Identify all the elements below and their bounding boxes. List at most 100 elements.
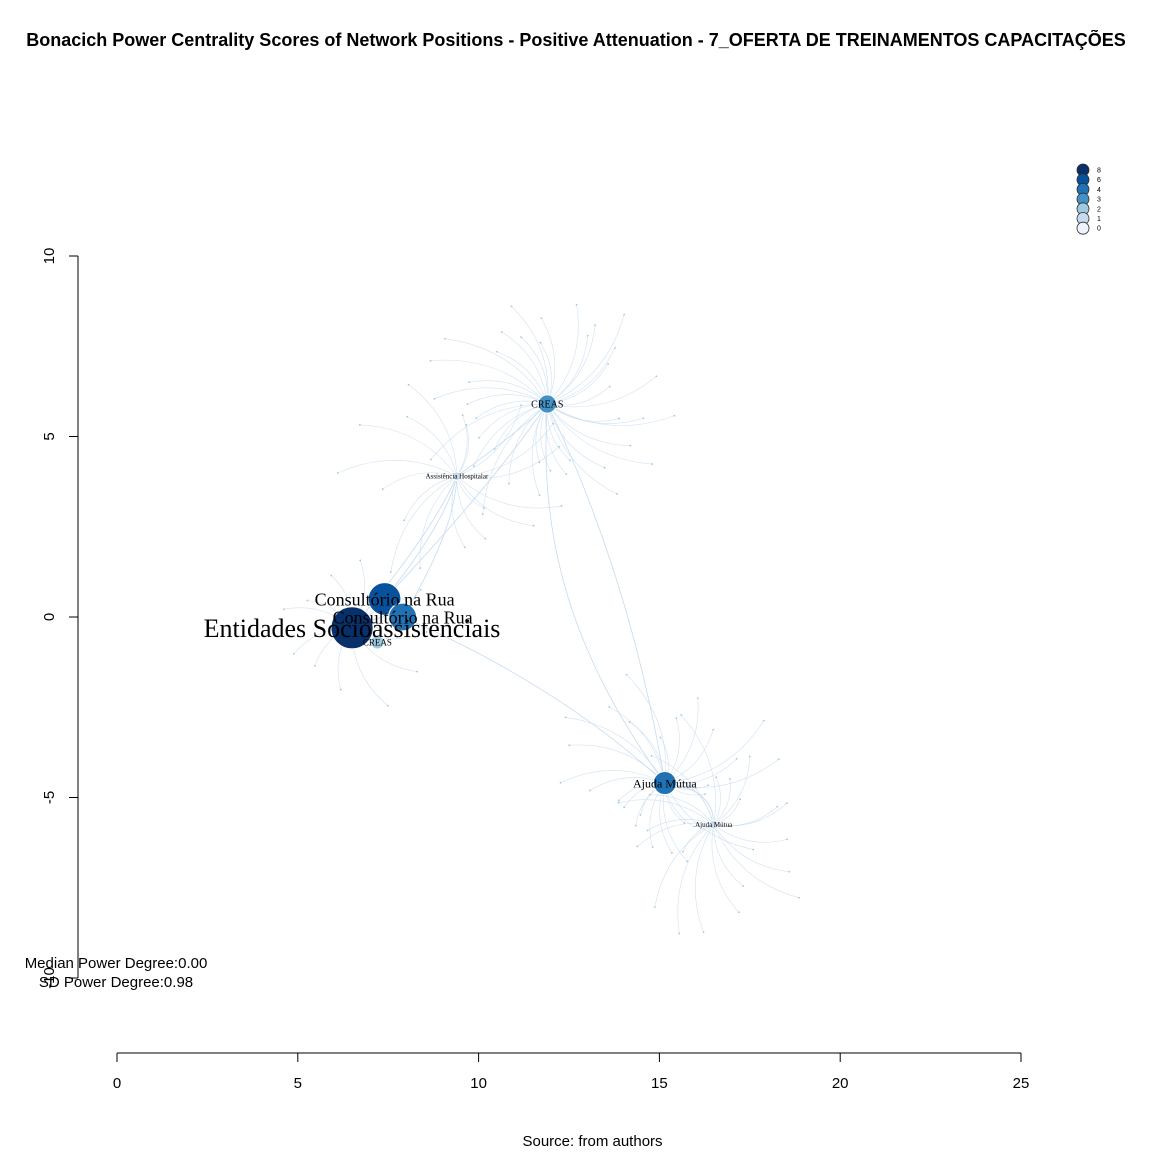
x-tick-label: 5 [294,1075,302,1092]
spoke-edge-2 [547,403,631,446]
spoke-edge-77 [664,698,699,784]
peripheral-node [617,801,620,804]
peripheral-node [675,717,678,720]
spoke-edge-86 [711,824,739,913]
peripheral-node [292,652,295,655]
peripheral-node [614,347,616,349]
network-node [652,770,678,796]
peripheral-node [735,757,738,760]
labels-layer: Entidades SocioassistenciaisConsultório … [204,400,733,830]
spoke-edge-48 [359,424,458,477]
peripheral-node [655,375,658,378]
peripheral-node [762,719,765,722]
peripheral-node [389,571,392,574]
peripheral-node [707,784,709,787]
node-label: Ajuda Mútua [633,776,697,790]
peripheral-node [594,324,596,327]
legend: 8 6 4 3 2 1 0 [1076,163,1101,235]
spoke-edge-14 [473,403,548,467]
spoke-edge-5 [547,403,617,495]
spoke-edge-33 [547,347,616,405]
peripheral-node [564,716,567,719]
peripheral-node [407,383,410,386]
hub-edge-5 [402,476,458,618]
peripheral-node [466,403,469,406]
peripheral-node [798,896,800,899]
peripheral-node [642,417,645,420]
peripheral-node [625,673,628,676]
spoke-edge-37 [547,403,675,426]
peripheral-node [651,463,654,465]
peripheral-node [538,494,541,497]
spoke-edge-29 [547,304,579,405]
spoke-edge-32 [547,314,625,405]
median-power-degree: Median Power Degree:0.00 [24,955,208,972]
peripheral-node [540,317,543,320]
peripheral-node [493,447,496,450]
peripheral-node [508,482,510,485]
legend-label: 4 [1097,187,1101,194]
peripheral-node [419,567,422,570]
node-label: CREAS [363,637,392,647]
y-tick-label: -10 [41,967,58,989]
peripheral-node [510,305,513,308]
peripheral-node [468,381,470,384]
peripheral-node [673,414,676,417]
peripheral-node [636,845,639,848]
peripheral-node [702,931,705,934]
peripheral-node [788,870,791,873]
peripheral-node [704,793,707,795]
peripheral-node [575,303,578,306]
spoke-edge-41 [456,476,486,539]
peripheral-node [729,778,731,780]
network-node [451,471,462,482]
peripheral-node [629,444,632,447]
peripheral-node [634,824,637,827]
peripheral-node [659,736,662,739]
spoke-edge-84 [713,824,800,898]
spoke-edge-39 [456,476,534,526]
peripheral-node [748,755,751,758]
x-tick-label: 25 [1013,1075,1030,1092]
spoke-edge-88 [677,824,714,934]
peripheral-node [500,331,503,333]
peripheral-node [306,599,309,602]
x-tick-label: 10 [470,1075,487,1092]
node-label: Consultório na Rua [333,607,473,627]
peripheral-node [478,436,481,439]
network-node [708,819,719,830]
spoke-edge-92 [647,819,714,831]
node-label: Ajuda Mútua [695,821,733,829]
peripheral-node [520,336,523,339]
spoke-edge-11 [482,403,548,515]
peripheral-node [608,385,611,388]
peripheral-node [416,670,418,673]
peripheral-node [552,422,554,425]
spoke-edge-82 [713,824,788,843]
legend-label: 3 [1097,197,1101,204]
peripheral-node [777,758,780,761]
hub-edge-4 [384,476,458,600]
peripheral-node [406,415,409,418]
spoke-edge-71 [565,717,666,784]
spoke-edge-30 [547,335,589,405]
bridge-edge [545,403,666,784]
peripheral-node [608,705,611,708]
spoke-edge-21 [430,359,548,405]
x-tick-label: 15 [651,1075,668,1092]
edges-layer [283,304,800,934]
spoke-edge-55 [456,446,560,479]
spoke-edge-100 [713,756,751,825]
peripheral-node [495,350,498,353]
hub-edge-7 [384,403,548,600]
node-label: Assistência Hospitalar [426,473,489,481]
peripheral-node [678,932,681,935]
x-tick-label: 20 [832,1075,849,1092]
y-tick-label: -5 [41,791,58,804]
legend-label: 2 [1097,206,1101,213]
peripheral-node [680,714,683,716]
legend-label: 6 [1097,177,1101,184]
peripheral-node [569,459,571,462]
peripheral-node [359,559,362,562]
